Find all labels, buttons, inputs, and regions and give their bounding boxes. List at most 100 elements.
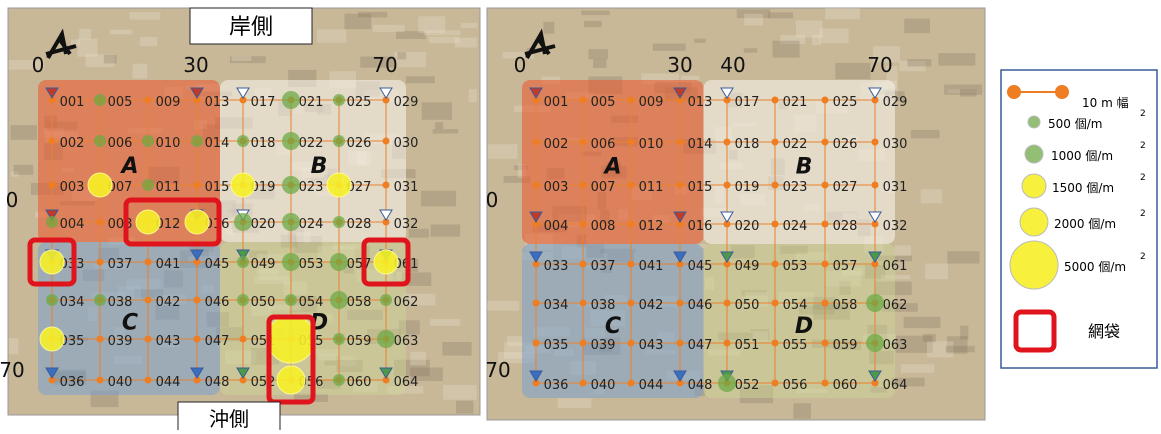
point-label: 015 <box>205 180 230 195</box>
point-label: 049 <box>735 259 760 274</box>
point-label: 043 <box>639 338 664 353</box>
grid-point <box>772 221 779 228</box>
point-label: 051 <box>735 338 760 353</box>
grid-point <box>194 336 201 343</box>
density-marker <box>718 374 736 392</box>
axis-label: 30 <box>667 53 692 77</box>
terrain-patch <box>424 30 460 35</box>
terrain-patch <box>461 23 478 28</box>
point-label: 054 <box>299 295 324 310</box>
point-label: 042 <box>639 298 664 313</box>
terrain-patch <box>901 364 934 373</box>
density-marker <box>333 94 345 106</box>
grid-point <box>97 259 104 266</box>
terrain-patch <box>422 102 452 119</box>
grid-point <box>822 221 829 228</box>
terrain-patch <box>430 319 460 326</box>
map-panel: ABCD001005009013017021025029002006010014… <box>485 8 985 420</box>
density-marker <box>267 315 315 363</box>
terrain-patch <box>911 130 940 138</box>
point-label: 040 <box>108 375 133 390</box>
grid-point <box>240 336 247 343</box>
density-marker <box>88 173 112 197</box>
legend-label: 5000 個/m <box>1064 260 1126 274</box>
density-marker <box>46 294 58 306</box>
point-label: 013 <box>205 95 230 110</box>
density-marker <box>282 176 300 194</box>
shore-label: 岸側 <box>229 15 273 40</box>
grid-point <box>580 340 587 347</box>
offshore-label: 沖側 <box>209 407 249 430</box>
legend-marker <box>1020 208 1048 236</box>
point-label: 023 <box>783 180 808 195</box>
axis-label: 0 <box>6 188 19 212</box>
point-label: 009 <box>639 95 664 110</box>
terrain-patch <box>79 29 91 40</box>
point-label: 058 <box>833 298 858 313</box>
density-marker <box>380 294 392 306</box>
terrain-patch <box>835 63 870 79</box>
point-label: 050 <box>251 295 276 310</box>
terrain-patch <box>944 85 982 95</box>
point-label: 061 <box>883 259 908 274</box>
grid-point <box>628 340 635 347</box>
terrain-patch <box>442 342 471 356</box>
point-label: 031 <box>394 180 419 195</box>
grid-point <box>533 139 540 146</box>
legend-label: 網袋 <box>1088 322 1120 341</box>
density-marker <box>282 253 300 271</box>
point-label: 037 <box>108 257 133 272</box>
density-marker <box>374 250 398 274</box>
terrain-patch <box>581 11 609 16</box>
density-marker <box>866 294 884 312</box>
point-label: 062 <box>394 295 419 310</box>
point-label: 025 <box>347 95 372 110</box>
point-label: 010 <box>156 136 181 151</box>
grid-point <box>822 340 829 347</box>
region-label: C <box>122 311 138 336</box>
grid-point <box>724 340 731 347</box>
point-label: 058 <box>347 295 372 310</box>
terrain-patch <box>429 37 460 44</box>
grid-point <box>822 139 829 146</box>
grid-point <box>580 221 587 228</box>
legend-label: 2000 個/m <box>1054 217 1116 231</box>
terrain-patch <box>960 326 968 340</box>
point-label: 060 <box>347 375 372 390</box>
density-marker <box>333 216 345 228</box>
point-label: 043 <box>156 334 181 349</box>
density-marker <box>333 374 345 386</box>
terrain-patch <box>421 191 456 207</box>
point-label: 024 <box>299 217 324 232</box>
point-label: 045 <box>688 259 713 274</box>
density-marker <box>330 291 348 309</box>
grid-point <box>145 336 152 343</box>
density-marker <box>94 294 106 306</box>
point-label: 044 <box>639 378 664 393</box>
point-label: 037 <box>591 259 616 274</box>
terrain-patch <box>507 336 523 346</box>
terrain-patch <box>694 39 705 43</box>
region-label: D <box>795 314 813 339</box>
point-label: 060 <box>833 378 858 393</box>
point-label: 029 <box>394 95 419 110</box>
terrain-patch <box>825 8 860 19</box>
terrain-patch <box>433 129 458 133</box>
point-label: 012 <box>639 219 664 234</box>
point-label: 045 <box>205 257 230 272</box>
point-label: 039 <box>591 338 616 353</box>
density-marker <box>40 327 64 351</box>
grid-point <box>97 219 104 226</box>
grid-point <box>580 300 587 307</box>
grid-point <box>145 377 152 384</box>
grid-point <box>194 297 201 304</box>
region-label: B <box>796 155 813 180</box>
figure: ABCD001005009013017021025029002006010014… <box>0 0 1161 430</box>
grid-point <box>772 261 779 268</box>
legend-superscript: 2 <box>1140 209 1146 219</box>
point-label: 039 <box>108 334 133 349</box>
grid-point <box>580 261 587 268</box>
axis-label: 30 <box>183 53 208 77</box>
terrain-patch <box>925 263 948 279</box>
grid-point <box>383 138 390 145</box>
